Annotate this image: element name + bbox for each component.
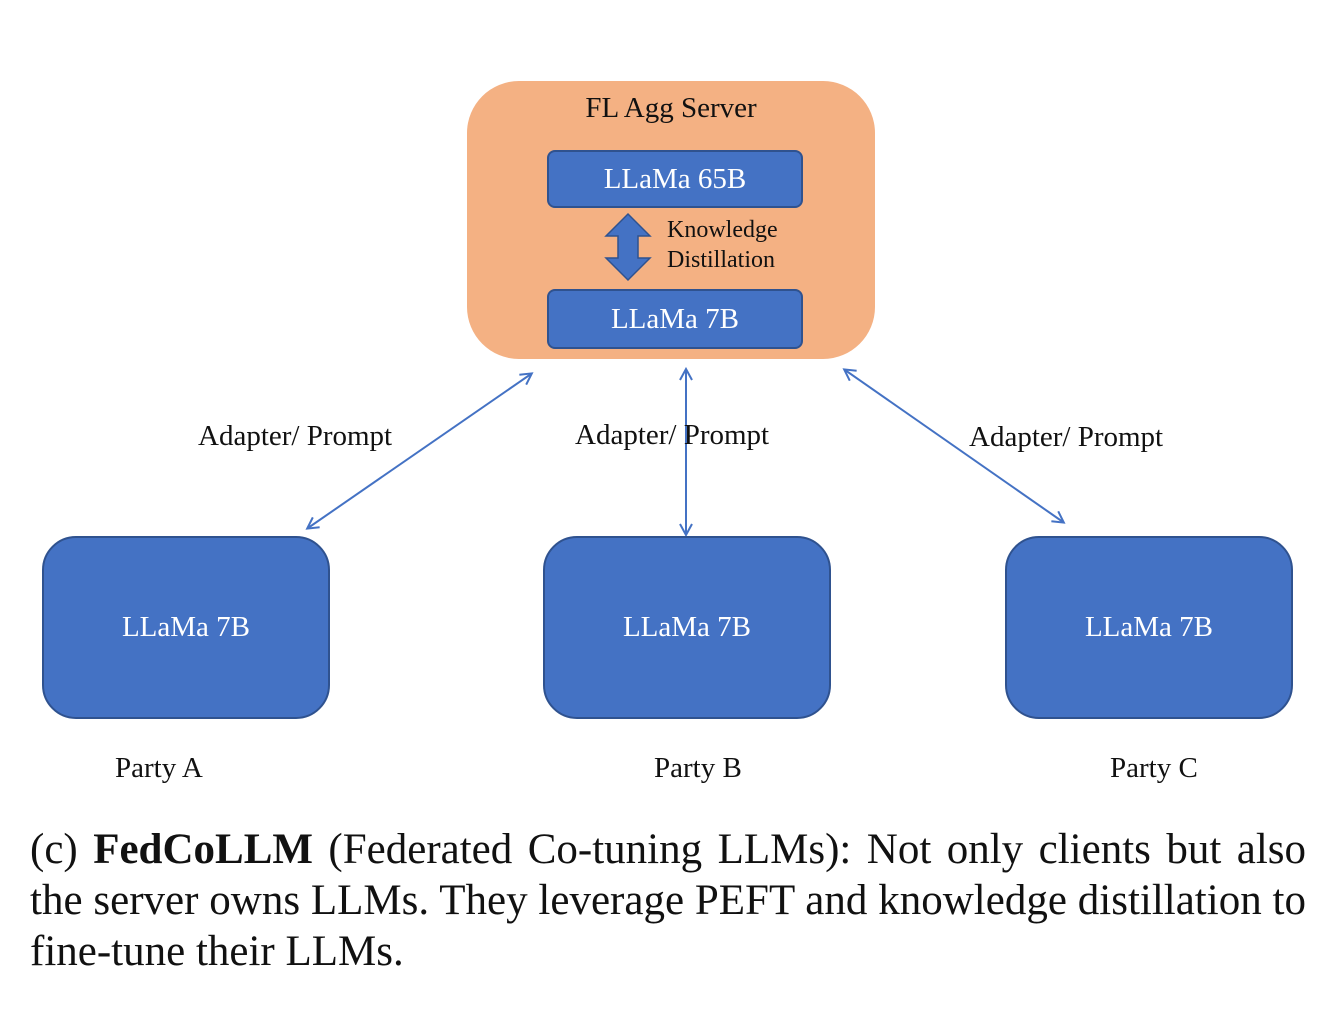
server-student-model-label: LLaMa 7B [610,302,740,335]
kd-double-arrow-icon [604,212,652,282]
party-c-model-box: LLaMa 7B [1005,536,1293,719]
edge-arrow-c [845,370,1063,522]
caption-prefix: (c) [30,826,78,873]
figure-caption: (c) FedCoLLM (Federated Co-tuning LLMs):… [30,824,1306,977]
caption-text: (Federated Co-tuning LLMs): Not only cli… [30,826,1306,975]
party-b-label: Party B [654,752,742,784]
party-c-model-label: LLaMa 7B [1084,611,1214,643]
party-c-label: Party C [1110,752,1198,784]
edge-label-b: Adapter/ Prompt [575,419,770,451]
party-a-label: Party A [115,752,203,784]
server-teacher-model-box: LLaMa 65B [547,150,803,208]
knowledge-distillation-label: Knowledge Distillation [667,217,778,273]
party-b-model-label: LLaMa 7B [622,611,752,643]
server-teacher-model-label: LLaMa 65B [603,162,747,195]
server-title: FL Agg Server [585,92,757,124]
party-b-model-box: LLaMa 7B [543,536,831,719]
caption-bold-title: FedCoLLM [93,826,313,873]
edge-arrow-a [308,374,531,528]
party-a-model-label: LLaMa 7B [121,611,251,643]
party-a-model-box: LLaMa 7B [42,536,330,719]
edge-label-c: Adapter/ Prompt [969,421,1164,453]
server-student-model-box: LLaMa 7B [547,289,803,349]
edge-label-a: Adapter/ Prompt [198,420,393,452]
